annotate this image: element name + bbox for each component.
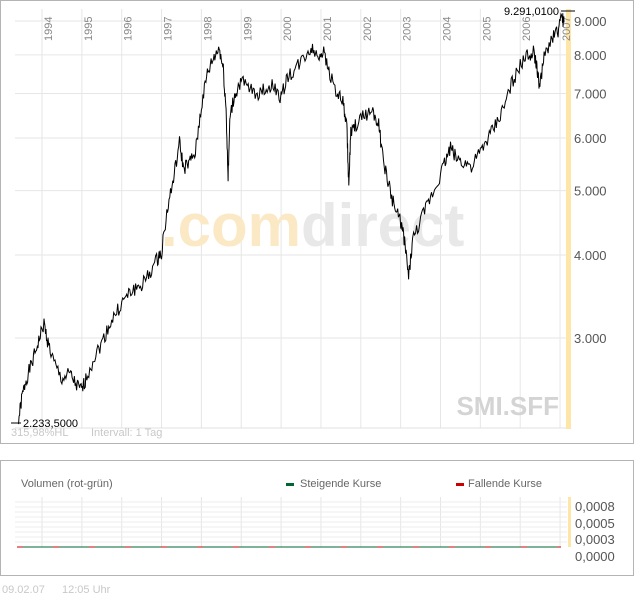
price-line	[17, 12, 565, 425]
low-label: 2.233,5000	[23, 418, 78, 430]
volume-y-tick-label: 0,0000	[575, 549, 615, 564]
x-tick-label: 1996	[123, 17, 135, 41]
legend-rising-swatch	[286, 483, 294, 486]
x-tick-label: 2005	[481, 17, 493, 41]
legend-falling: Fallende Kurse	[468, 478, 542, 490]
high-label: 9.291,0100	[504, 6, 559, 18]
x-tick-label: 2006	[521, 17, 533, 41]
price-chart: .com direct SMI.SFF 1994 1995 1996 1997 1998…	[11, 6, 607, 439]
y-tick-label: 3.000	[574, 331, 607, 346]
legend-falling-swatch	[456, 483, 464, 486]
symbol-watermark: SMI.SFF	[456, 391, 559, 421]
volume-panel: Volumen (rot-grün) Steigende Kurse Falle…	[0, 460, 634, 576]
x-tick-label: 2001	[322, 17, 334, 41]
range-label: 315,98%HL	[11, 427, 69, 439]
y-tick-label: 5.000	[574, 184, 607, 199]
volume-y-tick-label: 0,0008	[575, 499, 615, 514]
x-tick-label: 1995	[83, 17, 95, 41]
current-period-highlight	[566, 9, 571, 429]
x-tick-label: 1994	[43, 17, 55, 41]
x-tick-label: 2004	[442, 17, 454, 41]
price-chart-panel: .com direct SMI.SFF 1994 1995 1996 1997 1998…	[0, 0, 634, 444]
x-tick-label: 1997	[163, 17, 175, 41]
volume-chart: Volumen (rot-grün) Steigende Kurse Falle…	[15, 478, 615, 564]
y-tick-label: 6.000	[574, 131, 607, 146]
volume-y-tick-label: 0,0005	[575, 516, 615, 531]
legend-rising: Steigende Kurse	[300, 478, 381, 490]
x-tick-label: 2002	[362, 17, 374, 41]
x-tick-label: 2000	[282, 17, 294, 41]
watermark-com: .com	[161, 192, 301, 259]
footer-time: 12:05 Uhr	[62, 584, 111, 596]
watermark-direct: direct	[301, 192, 464, 259]
y-tick-label: 7.000	[574, 86, 607, 101]
volume-y-tick-label: 0,0003	[575, 532, 615, 547]
x-tick-label: 2003	[402, 17, 414, 41]
y-tick-label: 4.000	[574, 248, 607, 263]
current-period-highlight	[568, 497, 571, 547]
y-tick-label: 9.000	[574, 14, 607, 29]
footer-date: 09.02.07	[2, 584, 45, 596]
interval-label: Intervall: 1 Tag	[91, 427, 162, 439]
x-tick-label: 2007	[561, 17, 573, 41]
y-tick-label: 8.000	[574, 48, 607, 63]
x-tick-label: 1999	[242, 17, 254, 41]
volume-title: Volumen (rot-grün)	[21, 478, 113, 490]
x-tick-label: 1998	[202, 17, 214, 41]
